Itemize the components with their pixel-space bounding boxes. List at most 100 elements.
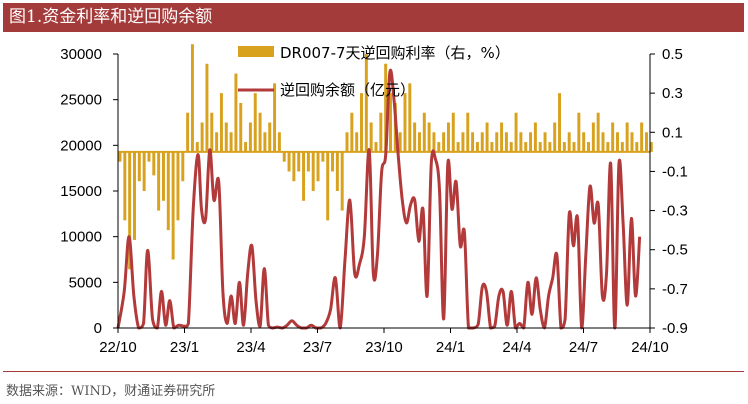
- right-tick-label: -0.7: [662, 281, 688, 298]
- rate-spread-bar: [258, 112, 262, 152]
- rate-spread-bar: [422, 112, 426, 152]
- rate-spread-bar: [137, 151, 141, 182]
- rate-spread-bar: [268, 122, 272, 152]
- source-note: 数据来源：WIND，财通证券研究所: [6, 384, 216, 399]
- right-tick-label: 0.1: [662, 124, 683, 141]
- legend-bar-swatch: [238, 46, 274, 57]
- rate-spread-bar: [413, 122, 417, 152]
- rate-spread-bar: [316, 151, 320, 182]
- rate-spread-bar: [321, 151, 325, 162]
- rate-spread-bar: [514, 112, 518, 152]
- rate-spread-bar: [219, 93, 223, 152]
- rate-spread-bar: [389, 93, 392, 152]
- rate-spread-bar: [297, 151, 301, 172]
- rate-spread-bar: [606, 142, 610, 152]
- rate-spread-bar: [572, 142, 576, 152]
- x-tick-label: 24/4: [502, 339, 531, 356]
- rate-spread-bar: [205, 63, 209, 152]
- rate-spread-bar: [282, 151, 286, 162]
- rate-spread-bar: [186, 112, 190, 152]
- rate-spread-bar: [616, 132, 619, 152]
- rate-spread-bar: [234, 73, 238, 152]
- right-tick-label: -0.3: [662, 203, 688, 220]
- page-title: 图1.资金利率和逆回购余额: [9, 7, 213, 27]
- rate-spread-bar: [495, 132, 499, 152]
- rate-spread-bar: [591, 122, 595, 152]
- rate-spread-bar: [229, 132, 233, 152]
- rate-spread-bar: [171, 151, 175, 260]
- rate-spread-bar: [248, 122, 252, 152]
- right-tick-label: 0.3: [662, 85, 683, 102]
- left-tick-label: 30000: [60, 46, 102, 63]
- rate-spread-bar: [210, 112, 214, 152]
- legend-bar-label: DR007-7天逆回购利率（右，%）: [280, 44, 510, 62]
- x-tick-label: 24/1: [436, 339, 465, 356]
- rate-spread-bar: [215, 132, 219, 152]
- rate-spread-bar: [224, 122, 228, 152]
- rate-spread-bar: [142, 151, 146, 191]
- rate-spread-bar: [176, 151, 180, 221]
- x-tick-label: 24/7: [569, 339, 598, 356]
- rate-spread-bar: [374, 142, 378, 152]
- rate-spread-bar: [490, 142, 494, 152]
- rate-spread-bar: [306, 151, 310, 172]
- rate-spread-bar: [524, 142, 528, 152]
- rate-spread-bar: [480, 132, 484, 152]
- title-bar: 图1.资金利率和逆回购余额: [3, 3, 744, 32]
- rate-spread-bar: [384, 63, 388, 152]
- rate-spread-bar: [331, 151, 335, 172]
- rate-spread-bar: [350, 112, 354, 152]
- rate-spread-bar: [123, 151, 127, 221]
- rate-spread-bar: [195, 142, 199, 152]
- rate-spread-bar: [118, 151, 122, 162]
- rate-spread-bar: [471, 132, 475, 152]
- left-tick-label: 0: [94, 320, 102, 337]
- rate-spread-bar: [253, 93, 257, 152]
- rate-spread-bar: [244, 142, 248, 152]
- rate-spread-bar: [427, 122, 431, 152]
- rate-spread-bar: [311, 151, 315, 191]
- rate-spread-bar: [533, 122, 537, 152]
- rate-spread-bar: [200, 122, 204, 152]
- rate-spread-bar: [456, 142, 460, 152]
- rate-spread-bar: [335, 151, 339, 191]
- x-tick-label: 23/7: [303, 339, 332, 356]
- left-tick-label: 25000: [60, 92, 102, 109]
- rate-spread-bar: [360, 93, 363, 152]
- rate-spread-bar: [558, 93, 562, 152]
- rate-spread-bar: [500, 122, 504, 152]
- rate-spread-bar: [302, 151, 306, 201]
- rate-spread-bar: [538, 142, 542, 152]
- rate-spread-bar: [548, 142, 552, 152]
- rate-spread-bar: [181, 151, 185, 182]
- rate-spread-bar: [504, 132, 508, 152]
- reverse-repo-balance-line: [116, 68, 642, 330]
- rate-spread-bar: [475, 142, 479, 152]
- rate-spread-bar: [649, 142, 653, 152]
- rate-spread-bar: [161, 151, 165, 201]
- rate-spread-bar: [553, 122, 557, 152]
- rate-spread-bar: [398, 132, 402, 152]
- rate-spread-bar: [152, 151, 156, 176]
- x-tick-label: 23/4: [236, 339, 265, 356]
- rate-spread-bar: [625, 122, 629, 152]
- x-tick-label: 23/10: [365, 339, 403, 356]
- rate-spread-bar: [596, 112, 600, 152]
- rate-spread-bar: [369, 122, 373, 152]
- rate-spread-bar: [355, 132, 359, 152]
- right-tick-label: -0.1: [662, 163, 688, 180]
- rate-spread-bar: [379, 112, 383, 152]
- rate-spread-bar: [582, 132, 586, 152]
- rate-spread-bar: [461, 132, 465, 152]
- rate-spread-bar: [635, 142, 639, 152]
- rate-spread-bar: [567, 132, 571, 152]
- rate-spread-bar: [451, 112, 455, 152]
- right-tick-label: -0.9: [662, 320, 688, 337]
- rate-spread-bar: [620, 142, 624, 152]
- x-tick-label: 23/1: [170, 339, 199, 356]
- rate-spread-bar: [543, 132, 547, 152]
- rate-spread-bar: [442, 132, 446, 152]
- rate-spread-bar: [630, 132, 634, 152]
- rate-spread-bar: [432, 132, 436, 152]
